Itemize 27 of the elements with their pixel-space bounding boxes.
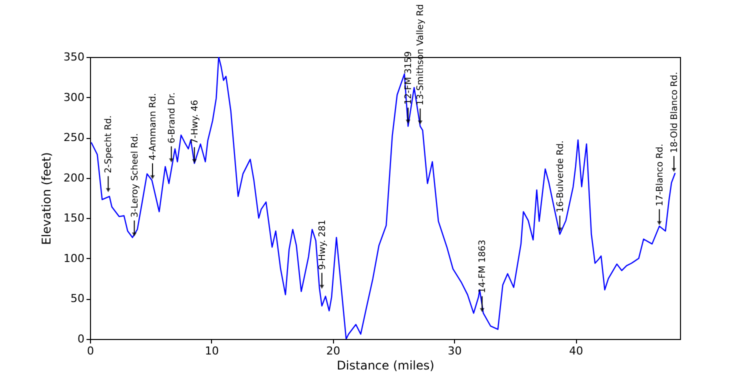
y-tick-label: 0: [78, 332, 84, 346]
y-tick-label: 150: [64, 212, 84, 225]
x-tick-label: 20: [326, 344, 340, 358]
annotation: 13-Smithson Valley Rd: [416, 4, 426, 106]
annotation: 7-Hwy. 46: [190, 100, 200, 144]
y-tick-label: 250: [64, 131, 84, 144]
annotation: 6-Brand Dr.: [167, 92, 178, 144]
y-tick-label: 50: [70, 292, 84, 306]
annotation: 2-Specht Rd.: [104, 115, 114, 174]
annotation: 9-Hwy. 281: [318, 220, 328, 270]
x-tick-label: 40: [569, 344, 584, 358]
y-tick-label: 100: [64, 252, 84, 265]
x-tick-label: 10: [204, 344, 219, 358]
y-tick-label: 200: [64, 171, 84, 184]
annotation: 3-Leroy Scheel Rd.: [130, 133, 140, 218]
annotation: 17-Blanco Rd.: [655, 144, 666, 206]
annotation: 14-FM 1863: [478, 240, 488, 294]
y-axis-title: Elevation (feet): [40, 152, 54, 245]
x-axis-title: Distance (miles): [336, 358, 434, 372]
y-tick-label: 300: [64, 90, 84, 104]
y-tick-label: 350: [64, 50, 84, 64]
annotation: 18-Old Blanco Rd.: [670, 72, 680, 154]
x-tick-label: 30: [448, 344, 462, 358]
annotation: 16-Bulverde Rd.: [556, 140, 566, 213]
annotation: 4-Ammann Rd.: [148, 93, 159, 160]
x-tick-label: 0: [87, 344, 94, 358]
annotation: 12-FM 3159: [404, 51, 414, 105]
